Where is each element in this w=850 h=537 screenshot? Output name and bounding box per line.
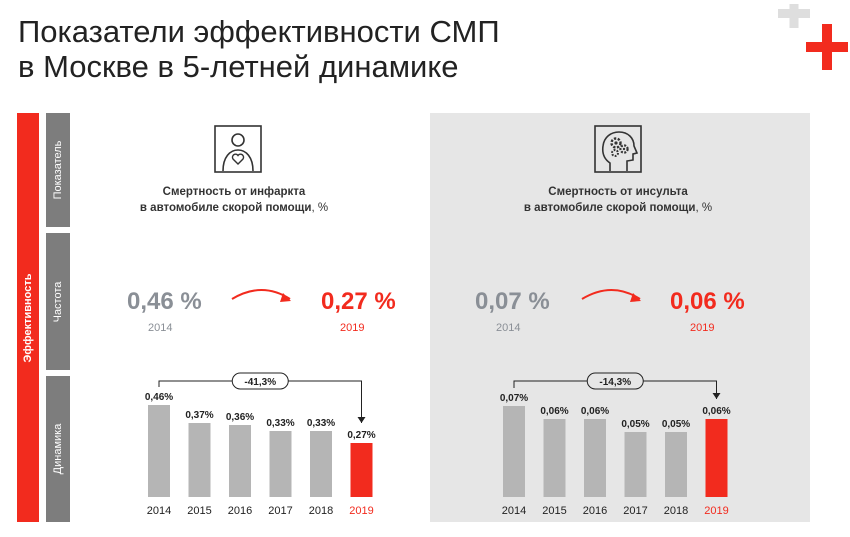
value-from: 0,46 %: [127, 288, 202, 315]
tick-label: 2019: [349, 505, 373, 517]
year-to: 2019: [340, 322, 365, 334]
data-label: 0,36%: [226, 412, 254, 423]
value-to: 0,06 %: [670, 288, 745, 315]
bar: [310, 431, 332, 497]
tick-label: 2019: [704, 505, 728, 517]
data-label: 0,33%: [307, 418, 335, 429]
year-from: 2014: [496, 322, 521, 334]
bar: [350, 443, 373, 497]
year-to: 2019: [690, 322, 715, 334]
side-label-dynamics: Динамика: [46, 376, 70, 522]
tick-label: 2016: [228, 505, 252, 517]
data-label: 0,07%: [500, 393, 528, 404]
value-from: 0,07 %: [475, 288, 550, 315]
page-title-line2: в Москве в 5-летней динамике: [18, 49, 459, 84]
side-label-effectiveness: Эффективность: [17, 113, 39, 522]
change-label: -14,3%: [599, 377, 631, 388]
data-label: 0,33%: [266, 418, 294, 429]
tick-label: 2017: [623, 505, 647, 517]
data-label: 0,06%: [540, 406, 568, 417]
tick-label: 2014: [147, 505, 171, 517]
heart-attack-panel: Смертность от инфаркта в автомобиле скор…: [80, 113, 420, 522]
year-from: 2014: [148, 322, 173, 334]
data-label: 0,27%: [347, 430, 375, 441]
tick-label: 2018: [309, 505, 333, 517]
bar: [503, 406, 525, 497]
data-label: 0,05%: [621, 419, 649, 430]
side-label-frequency: Частота: [46, 233, 70, 370]
tick-label: 2017: [268, 505, 292, 517]
bar: [665, 432, 687, 497]
data-label: 0,06%: [581, 406, 609, 417]
tick-label: 2016: [583, 505, 607, 517]
metric-name: Смертность от инсульта в автомобиле скор…: [523, 186, 713, 214]
arrow-head-icon: [712, 393, 721, 399]
data-label: 0,37%: [185, 410, 213, 421]
tick-label: 2018: [664, 505, 688, 517]
value-to: 0,27 %: [321, 288, 396, 315]
tick-label: 2015: [187, 505, 211, 517]
data-label: 0,06%: [702, 406, 730, 417]
tick-label: 2015: [542, 505, 566, 517]
change-badge: [231, 372, 289, 390]
bar: [624, 432, 647, 497]
data-label: 0,46%: [145, 392, 173, 403]
stroke-panel: Смертность от инсульта в автомобиле скор…: [430, 113, 810, 522]
bar: [148, 405, 170, 497]
head-gears-icon: [594, 125, 642, 173]
bar: [584, 419, 606, 497]
person-heart-icon: [214, 125, 262, 173]
page-title-line1: Показатели эффективности СМП: [18, 14, 500, 49]
change-badge: [586, 372, 644, 390]
bar-chart: 0,46% 2014 0,37% 2015 0,36% 2016 0,33% 2017 0,33…: [145, 372, 376, 517]
side-label-indicator: Показатель: [46, 113, 70, 227]
data-label: 0,05%: [662, 419, 690, 430]
metric-name: Смертность от инфаркта в автомобиле скор…: [139, 186, 329, 214]
cross-logo-icon: [778, 4, 848, 70]
arrow-head-icon: [357, 417, 366, 423]
tick-label: 2014: [502, 505, 526, 517]
bar: [543, 419, 566, 497]
bar: [188, 423, 211, 497]
bar-chart: 0,07% 2014 0,06% 2015 0,06% 2016 0,05% 2017 0,05…: [500, 372, 731, 517]
bar: [229, 425, 251, 497]
bar: [705, 419, 728, 497]
bar: [269, 431, 292, 497]
page-title: Показатели эффективности СМП в Москве в …: [18, 14, 638, 84]
change-label: -41,3%: [244, 377, 276, 388]
